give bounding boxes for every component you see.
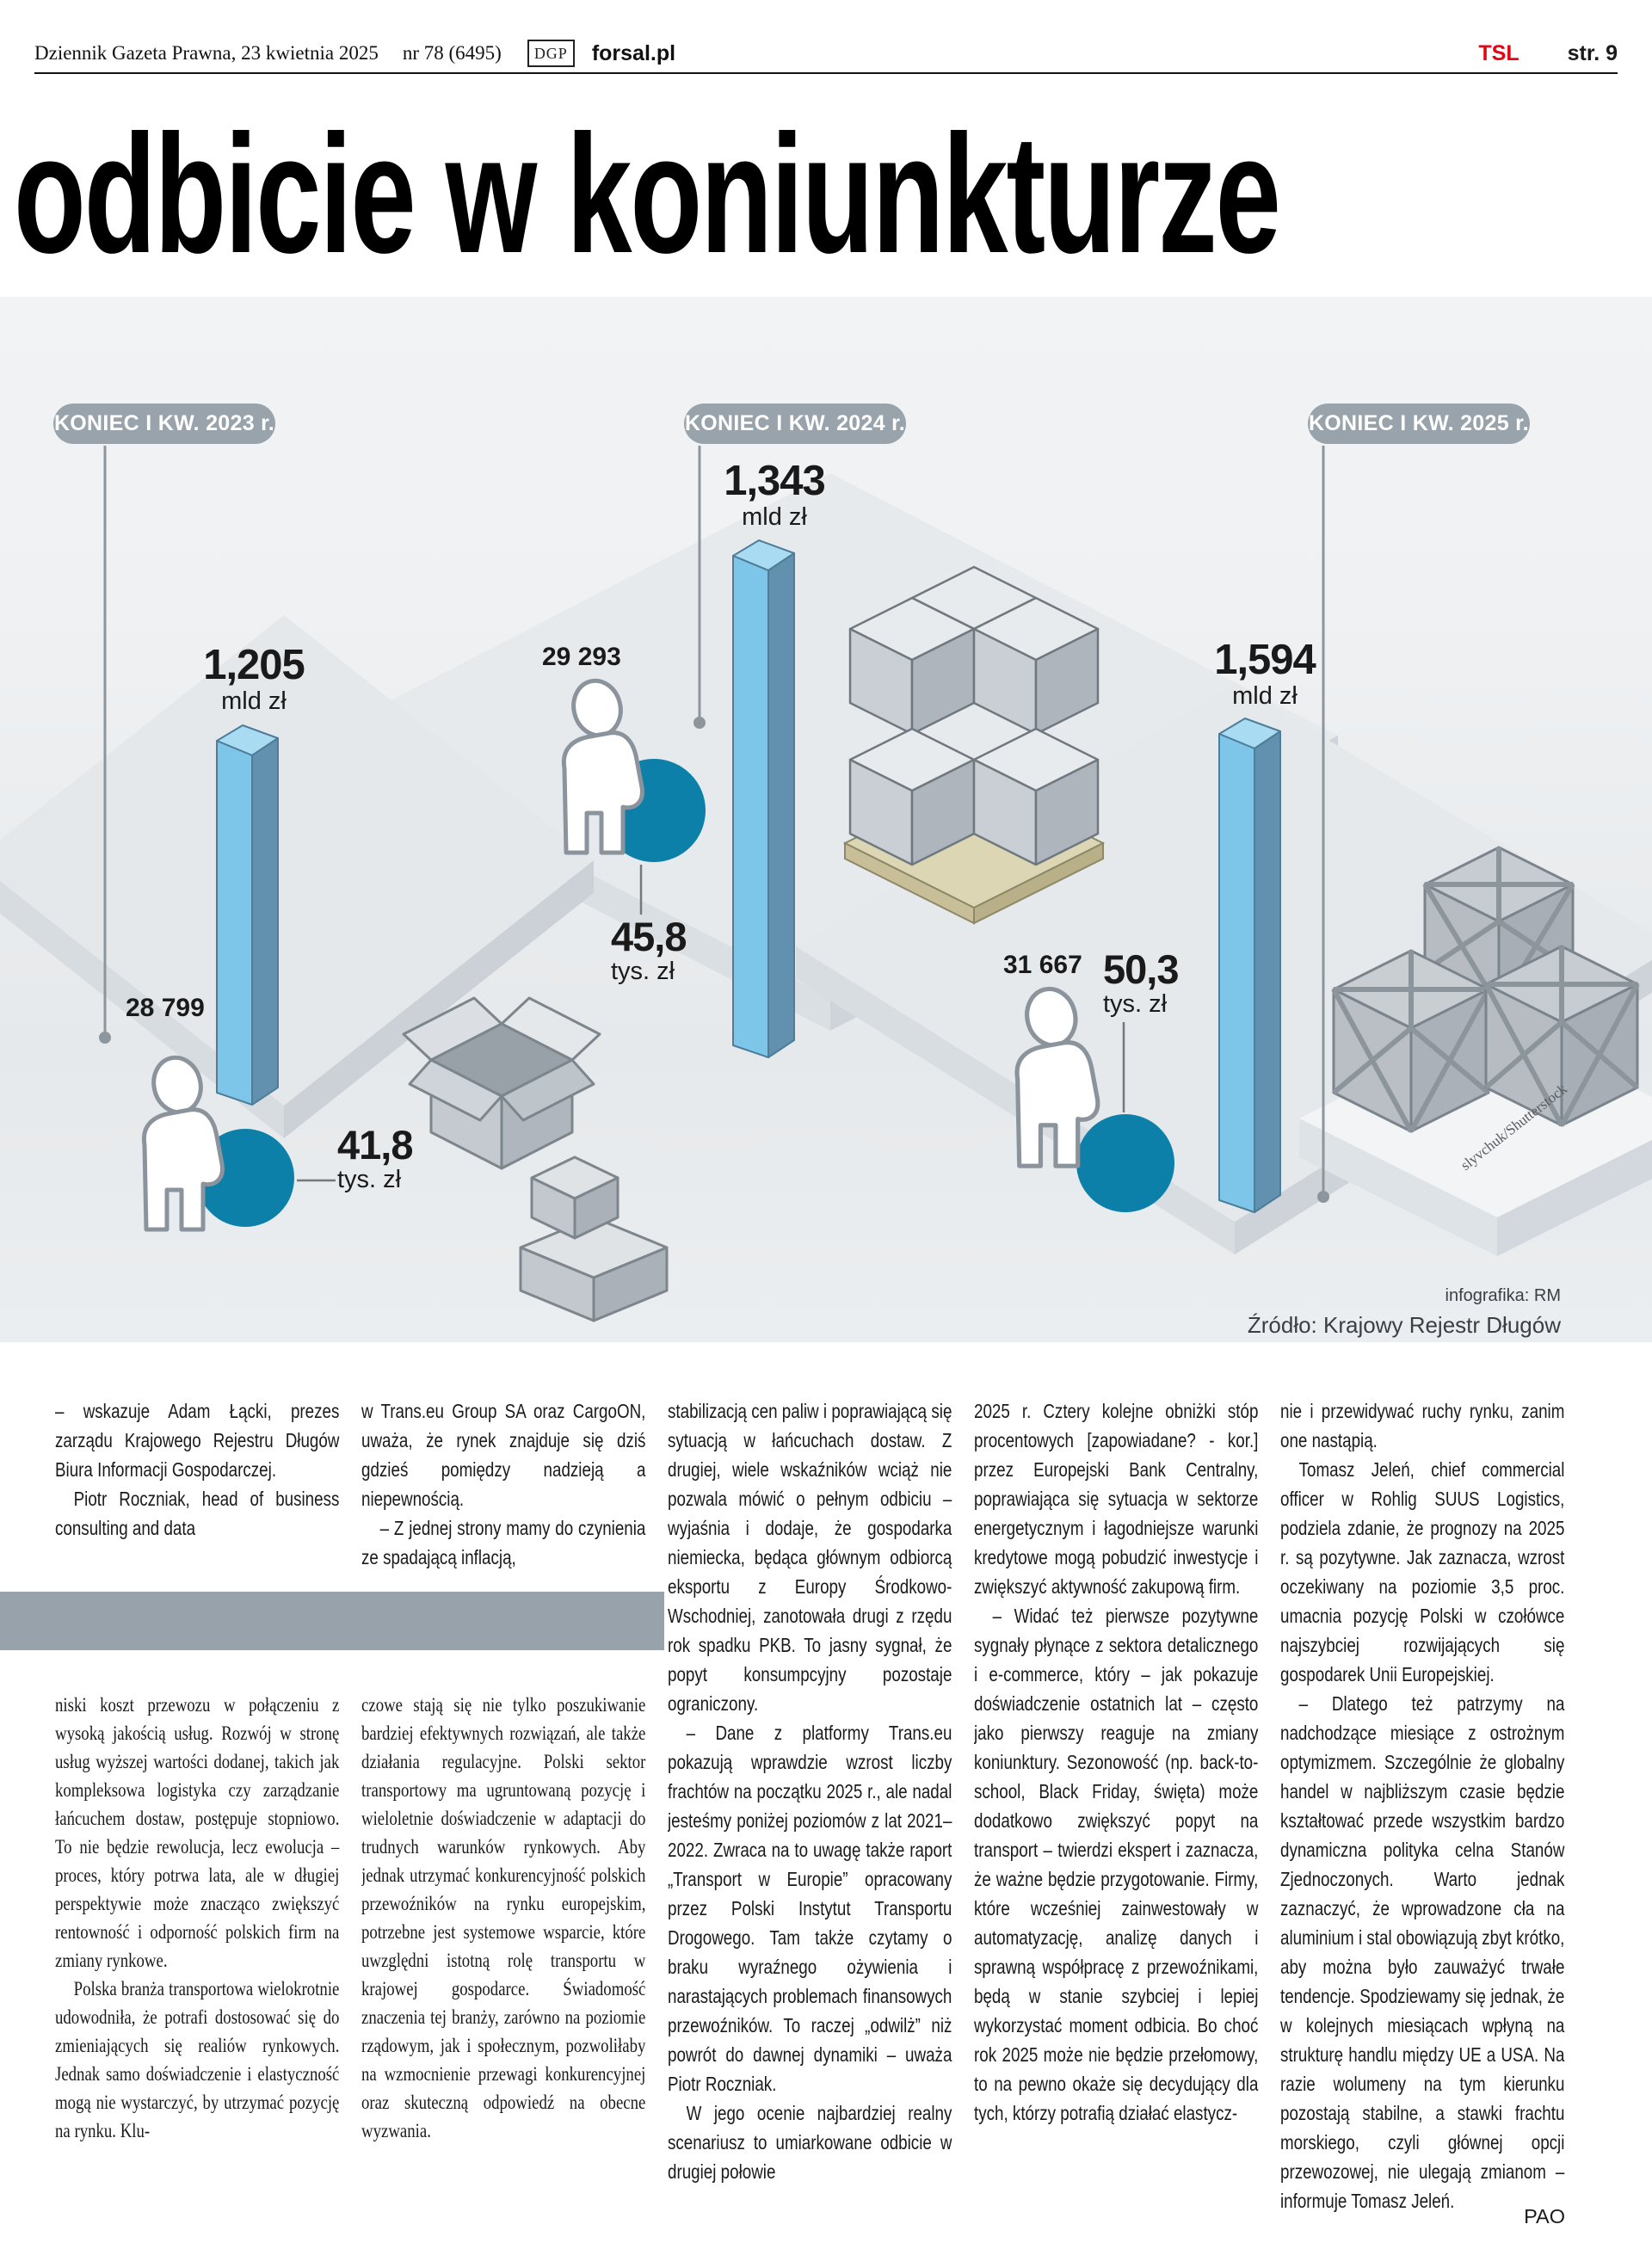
avg-unit: tys. zł	[1103, 989, 1168, 1018]
dgp-logo: DGP	[527, 40, 575, 67]
masthead: Dziennik Gazeta Prawna, 23 kwietnia 2025	[34, 42, 379, 64]
issue-number: nr 78 (6495)	[402, 42, 502, 64]
leader-line-2023	[99, 446, 111, 1044]
paragraph: – Z jednej strony mamy do czynienia ze s…	[361, 1517, 646, 1568]
article-column-1-continued: niski koszt przewozu w połączeniu z wyso…	[55, 1691, 339, 2237]
article-column-2-continued: czowe stają się nie tylko poszukiwanie b…	[361, 1691, 645, 2237]
paragraph: 2025 r. Cztery kolejne obniżki stóp proc…	[974, 1400, 1259, 1598]
headline: odbicie w koniunkturze	[14, 100, 1281, 288]
platform-left	[0, 615, 594, 1138]
wooden-crates-icon	[1331, 846, 1640, 1133]
debt-unit: mld zł	[1232, 681, 1298, 710]
leader-line-2024	[693, 446, 706, 729]
cargo-stack-icon	[848, 565, 1100, 866]
infographic-illustration	[0, 446, 1652, 1322]
closed-boxes-icon	[519, 1155, 669, 1322]
site-name: forsal.pl	[591, 40, 676, 65]
article-column-1-lead: – wskazuje Adam Łącki, prezes zarządu Kr…	[55, 1396, 339, 1589]
paragraph: Piotr Roczniak, head of business consult…	[55, 1488, 340, 1539]
avg-debt-circle-2025	[1076, 1114, 1174, 1212]
avg-value: 41,8	[337, 1122, 413, 1168]
avg-debt-2024: 45,8 tys. zł	[611, 914, 687, 986]
author-byline: PAO	[1524, 2205, 1565, 2227]
avg-unit: tys. zł	[337, 1165, 402, 1193]
paragraph: czowe stają się nie tylko poszukiwanie b…	[361, 1694, 646, 2142]
debt-value: 1,205	[203, 642, 305, 688]
header-rule	[34, 72, 1618, 74]
article-column-2-lead: w Trans.eu Group SA oraz CargoON, uważa,…	[361, 1396, 645, 1589]
infographic-credit: infografika: RM	[1445, 1286, 1562, 1305]
avg-value: 50,3	[1103, 946, 1179, 992]
article-column-4: 2025 r. Cztery kolejne obniżki stóp proc…	[974, 1396, 1258, 2236]
paragraph: Polska branża transportowa wielokrotnie …	[55, 1978, 340, 2142]
debt-total-2025: 1,594 mld zł	[1162, 637, 1368, 711]
avg-value: 45,8	[611, 914, 687, 959]
open-box-icon	[402, 996, 601, 1170]
paragraph: – Widać też pierwsze pozytywne sygnały p…	[974, 1605, 1259, 2124]
paragraph: – wskazuje Adam Łącki, prezes zarządu Kr…	[55, 1400, 340, 1481]
article-column-5: nie i przewidywać ruchy rynku, zanim one…	[1280, 1396, 1564, 2236]
debt-value: 1,343	[724, 458, 826, 504]
debt-bar-2024	[732, 539, 795, 1058]
paragraph: W jego ocenie najbardziej realny scenari…	[668, 2102, 952, 2183]
avg-debt-2023: 41,8 tys. zł	[337, 1122, 413, 1194]
debt-total-2023: 1,205 mld zł	[151, 644, 357, 716]
debt-bar-2023	[216, 724, 279, 1106]
paragraph: – Dlatego też patrzymy na nadchodzące mi…	[1280, 1692, 1565, 2212]
debt-value: 1,594	[1214, 637, 1316, 683]
leader-line-2025	[1317, 446, 1329, 1203]
avg-unit: tys. zł	[611, 957, 675, 985]
debtors-count-2025: 31 667	[1003, 951, 1082, 979]
debtors-count-2023: 28 799	[126, 994, 205, 1022]
debt-total-2024: 1,343 mld zł	[671, 458, 878, 532]
section-label: TSL	[1478, 40, 1519, 65]
paragraph: Tomasz Jeleń, chief commercial officer w…	[1280, 1458, 1565, 1685]
infographic: KONIEC I KW. 2023 r. KONIEC I KW. 2024 r…	[0, 297, 1652, 1342]
debt-unit: mld zł	[221, 687, 287, 715]
period-label-2023: KONIEC I KW. 2023 r.	[53, 404, 275, 444]
paragraph: – Dane z platformy Trans.eu pokazują wpr…	[668, 1722, 952, 2095]
paragraph: w Trans.eu Group SA oraz CargoON, uważa,…	[361, 1400, 646, 1510]
debt-unit: mld zł	[742, 502, 807, 531]
period-label-2025: KONIEC I KW. 2025 r.	[1308, 404, 1530, 444]
avg-label-connectors	[297, 865, 1125, 1182]
avg-debt-2025: 50,3 tys. zł	[1103, 946, 1179, 1019]
section-divider-bar	[0, 1592, 664, 1650]
debtors-count-2024: 29 293	[542, 643, 621, 671]
infographic-source: Źródło: Krajowy Rejestr Długów	[1247, 1312, 1561, 1338]
page-header: Dziennik Gazeta Prawna, 23 kwietnia 2025…	[34, 40, 1618, 67]
debt-bar-2025	[1218, 718, 1281, 1213]
paragraph: nie i przewidywać ruchy rynku, zanim one…	[1280, 1400, 1565, 1451]
period-label-2024: KONIEC I KW. 2024 r.	[684, 404, 906, 444]
paragraph: niski koszt przewozu w połączeniu z wyso…	[55, 1694, 340, 1972]
paragraph: stabilizacją cen paliw i poprawiającą si…	[668, 1400, 952, 1715]
article-column-3: stabilizacją cen paliw i poprawiającą si…	[668, 1396, 952, 2236]
page-number: str. 9	[1567, 40, 1618, 65]
